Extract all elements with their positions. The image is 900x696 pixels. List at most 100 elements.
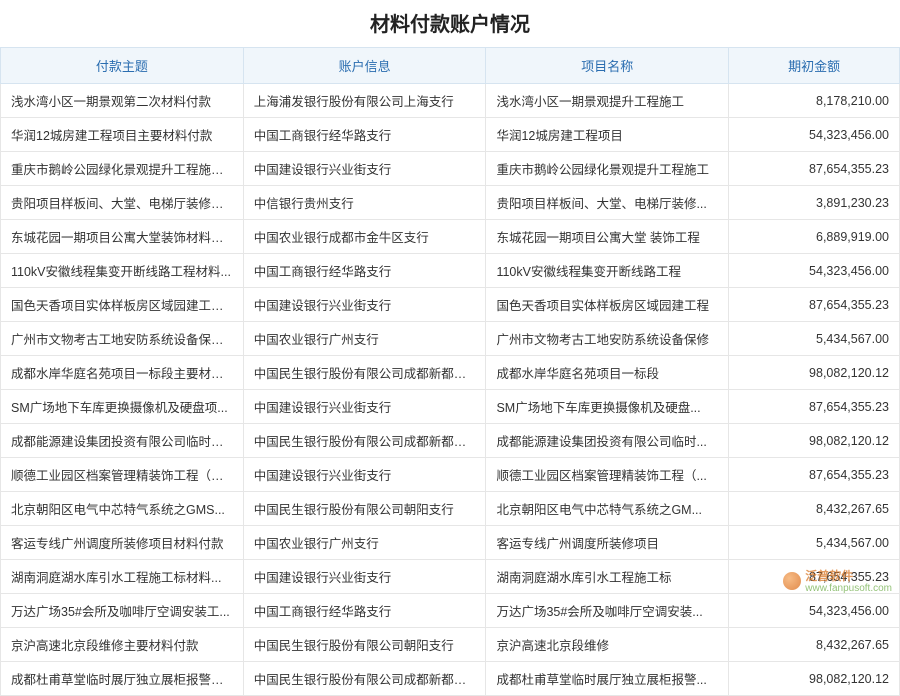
table-cell: 98,082,120.12 [729, 356, 900, 390]
table-row: 浅水湾小区一期景观第二次材料付款上海浦发银行股份有限公司上海支行浅水湾小区一期景… [1, 84, 900, 118]
column-header[interactable]: 项目名称 [486, 48, 729, 84]
table-cell: 京沪高速北京段维修主要材料付款 [1, 628, 244, 662]
table-cell: 8,178,210.00 [729, 84, 900, 118]
table-row: 重庆市鹅岭公园绿化景观提升工程施工...中国建设银行兴业街支行重庆市鹅岭公园绿化… [1, 152, 900, 186]
table-row: 湖南洞庭湖水库引水工程施工标材料...中国建设银行兴业街支行湖南洞庭湖水库引水工… [1, 560, 900, 594]
table-cell: SM广场地下车库更换摄像机及硬盘... [486, 390, 729, 424]
table-header-row: 付款主题账户信息项目名称期初金额 [1, 48, 900, 84]
table-cell: 98,082,120.12 [729, 424, 900, 458]
table-cell: 东城花园一期项目公寓大堂装饰材料付款 [1, 220, 244, 254]
table-cell: 98,082,120.12 [729, 662, 900, 696]
table-row: 国色天香项目实体样板房区域园建工程...中国建设银行兴业街支行国色天香项目实体样… [1, 288, 900, 322]
table-row: 华润12城房建工程项目主要材料付款中国工商银行经华路支行华润12城房建工程项目5… [1, 118, 900, 152]
table-cell: 87,654,355.23 [729, 152, 900, 186]
table-row: 东城花园一期项目公寓大堂装饰材料付款中国农业银行成都市金牛区支行东城花园一期项目… [1, 220, 900, 254]
table-cell: 87,654,355.23 [729, 458, 900, 492]
table-cell: 成都能源建设集团投资有限公司临时... [486, 424, 729, 458]
table-cell: 中国民生银行股份有限公司成都新都支行 [243, 356, 486, 390]
table-cell: 中国民生银行股份有限公司成都新都支行 [243, 662, 486, 696]
table-cell: 中国建设银行兴业街支行 [243, 288, 486, 322]
table-row: 110kV安徽线程集变开断线路工程材料...中国工商银行经华路支行110kV安徽… [1, 254, 900, 288]
table-cell: 5,434,567.00 [729, 322, 900, 356]
payment-accounts-table: 付款主题账户信息项目名称期初金额 浅水湾小区一期景观第二次材料付款上海浦发银行股… [0, 47, 900, 696]
table-cell: 客运专线广州调度所装修项目材料付款 [1, 526, 244, 560]
table-cell: 广州市文物考古工地安防系统设备保修... [1, 322, 244, 356]
table-cell: 54,323,456.00 [729, 254, 900, 288]
table-cell: 3,891,230.23 [729, 186, 900, 220]
table-row: 成都能源建设集团投资有限公司临时办...中国民生银行股份有限公司成都新都支行成都… [1, 424, 900, 458]
table-cell: 广州市文物考古工地安防系统设备保修 [486, 322, 729, 356]
table-row: 顺德工业园区档案管理精装饰工程（一...中国建设银行兴业街支行顺德工业园区档案管… [1, 458, 900, 492]
table-cell: 成都杜甫草堂临时展厅独立展柜报警设... [1, 662, 244, 696]
table-cell: 中国民生银行股份有限公司朝阳支行 [243, 492, 486, 526]
table-cell: 成都水岸华庭名苑项目一标段 [486, 356, 729, 390]
table-cell: 东城花园一期项目公寓大堂 装饰工程 [486, 220, 729, 254]
table-row: 万达广场35#会所及咖啡厅空调安装工...中国工商银行经华路支行万达广场35#会… [1, 594, 900, 628]
table-cell: 万达广场35#会所及咖啡厅空调安装... [486, 594, 729, 628]
table-row: 广州市文物考古工地安防系统设备保修...中国农业银行广州支行广州市文物考古工地安… [1, 322, 900, 356]
table-cell: 北京朝阳区电气中芯特气系统之GM... [486, 492, 729, 526]
table-cell: 54,323,456.00 [729, 118, 900, 152]
table-cell: 中国工商银行经华路支行 [243, 118, 486, 152]
table-cell: 成都杜甫草堂临时展厅独立展柜报警... [486, 662, 729, 696]
table-row: 客运专线广州调度所装修项目材料付款中国农业银行广州支行客运专线广州调度所装修项目… [1, 526, 900, 560]
table-cell: 87,654,355.23 [729, 390, 900, 424]
table-cell: 上海浦发银行股份有限公司上海支行 [243, 84, 486, 118]
table-cell: SM广场地下车库更换摄像机及硬盘项... [1, 390, 244, 424]
table-cell: 8,432,267.65 [729, 492, 900, 526]
table-cell: 中国建设银行兴业街支行 [243, 560, 486, 594]
table-cell: 国色天香项目实体样板房区域园建工程... [1, 288, 244, 322]
table-cell: 成都能源建设集团投资有限公司临时办... [1, 424, 244, 458]
table-cell: 顺德工业园区档案管理精装饰工程（... [486, 458, 729, 492]
table-cell: 中国农业银行广州支行 [243, 322, 486, 356]
table-cell: 5,434,567.00 [729, 526, 900, 560]
table-cell: 重庆市鹅岭公园绿化景观提升工程施工... [1, 152, 244, 186]
table-cell: 中国工商银行经华路支行 [243, 254, 486, 288]
table-cell: 6,889,919.00 [729, 220, 900, 254]
table-cell: 110kV安徽线程集变开断线路工程 [486, 254, 729, 288]
column-header[interactable]: 账户信息 [243, 48, 486, 84]
table-cell: 重庆市鹅岭公园绿化景观提升工程施工 [486, 152, 729, 186]
table-cell: 中国民生银行股份有限公司成都新都支行 [243, 424, 486, 458]
table-cell: 成都水岸华庭名苑项目一标段主要材料... [1, 356, 244, 390]
table-cell: 贵阳项目样板间、大堂、电梯厅装修... [486, 186, 729, 220]
table-cell: 中国建设银行兴业街支行 [243, 458, 486, 492]
table-cell: 87,654,355.23 [729, 288, 900, 322]
table-row: 北京朝阳区电气中芯特气系统之GMS...中国民生银行股份有限公司朝阳支行北京朝阳… [1, 492, 900, 526]
table-row: 成都水岸华庭名苑项目一标段主要材料...中国民生银行股份有限公司成都新都支行成都… [1, 356, 900, 390]
table-cell: 国色天香项目实体样板房区域园建工程 [486, 288, 729, 322]
table-cell: 8,432,267.65 [729, 628, 900, 662]
table-cell: 万达广场35#会所及咖啡厅空调安装工... [1, 594, 244, 628]
table-cell: 中国农业银行广州支行 [243, 526, 486, 560]
table-cell: 湖南洞庭湖水库引水工程施工标材料... [1, 560, 244, 594]
table-cell: 中信银行贵州支行 [243, 186, 486, 220]
table-cell: 中国建设银行兴业街支行 [243, 390, 486, 424]
table-cell: 110kV安徽线程集变开断线路工程材料... [1, 254, 244, 288]
table-cell: 54,323,456.00 [729, 594, 900, 628]
table-cell: 中国农业银行成都市金牛区支行 [243, 220, 486, 254]
table-row: SM广场地下车库更换摄像机及硬盘项...中国建设银行兴业街支行SM广场地下车库更… [1, 390, 900, 424]
column-header[interactable]: 付款主题 [1, 48, 244, 84]
table-cell: 京沪高速北京段维修 [486, 628, 729, 662]
table-cell: 浅水湾小区一期景观第二次材料付款 [1, 84, 244, 118]
table-cell: 贵阳项目样板间、大堂、电梯厅装修材... [1, 186, 244, 220]
table-row: 成都杜甫草堂临时展厅独立展柜报警设...中国民生银行股份有限公司成都新都支行成都… [1, 662, 900, 696]
table-cell: 中国建设银行兴业街支行 [243, 152, 486, 186]
table-cell: 顺德工业园区档案管理精装饰工程（一... [1, 458, 244, 492]
brand-domain: www.fanpusoft.com [805, 584, 892, 594]
table-cell: 华润12城房建工程项目 [486, 118, 729, 152]
table-cell: 中国民生银行股份有限公司朝阳支行 [243, 628, 486, 662]
brand-logo-icon [783, 572, 801, 590]
column-header[interactable]: 期初金额 [729, 48, 900, 84]
table-row: 京沪高速北京段维修主要材料付款中国民生银行股份有限公司朝阳支行京沪高速北京段维修… [1, 628, 900, 662]
brand-name: 泛普软件 [805, 569, 853, 583]
table-cell: 华润12城房建工程项目主要材料付款 [1, 118, 244, 152]
watermark: 泛普软件 www.fanpusoft.com [783, 567, 892, 594]
table-cell: 北京朝阳区电气中芯特气系统之GMS... [1, 492, 244, 526]
table-cell: 浅水湾小区一期景观提升工程施工 [486, 84, 729, 118]
table-cell: 客运专线广州调度所装修项目 [486, 526, 729, 560]
table-cell: 湖南洞庭湖水库引水工程施工标 [486, 560, 729, 594]
table-row: 贵阳项目样板间、大堂、电梯厅装修材...中信银行贵州支行贵阳项目样板间、大堂、电… [1, 186, 900, 220]
table-cell: 中国工商银行经华路支行 [243, 594, 486, 628]
page-title: 材料付款账户情况 [0, 0, 900, 47]
